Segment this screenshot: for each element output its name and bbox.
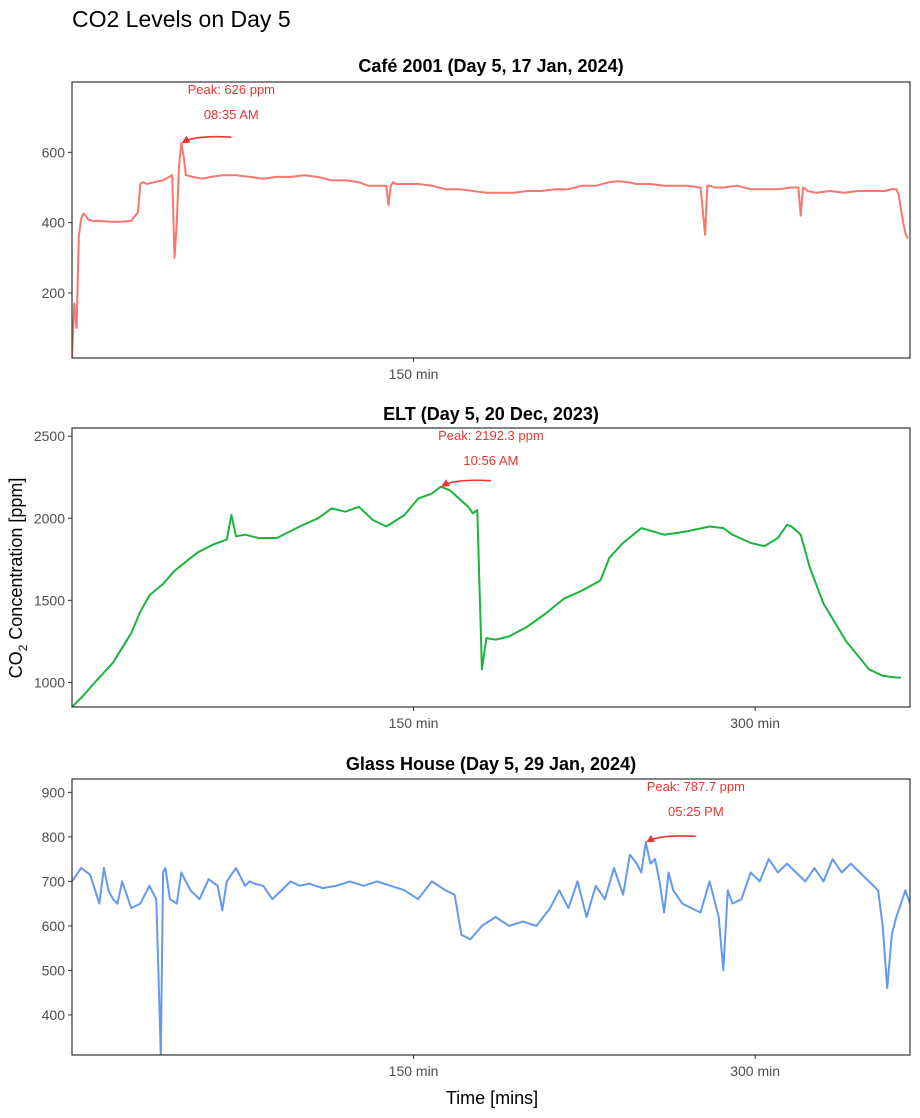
chart-title: CO2 Levels on Day 5 (72, 6, 291, 32)
x-axis-title: Time [mins] (446, 1088, 538, 1108)
y-tick-label: 400 (42, 215, 66, 231)
panel-title-cafe-2001: Café 2001 (Day 5, 17 Jan, 2024) (358, 56, 623, 76)
series-line-glass-house (72, 841, 910, 1055)
panel-glass-house: Glass House (Day 5, 29 Jan, 2024) 400 500 6… (42, 754, 911, 1079)
y-tick-label: 700 (42, 873, 66, 889)
y-tick-label: 1000 (34, 674, 65, 690)
peak-arrow (646, 834, 696, 843)
x-tick-label: 300 min (730, 1063, 780, 1079)
panel-elt: ELT (Day 5, 20 Dec, 2023) 1000 1500 2000 250… (34, 404, 911, 731)
panel-frame (71, 81, 911, 359)
y-tick-label: 200 (42, 285, 66, 301)
y-tick-label: 600 (42, 144, 66, 160)
peak-time-label: 08:35 AM (204, 107, 259, 122)
series-line-cafe-2001 (72, 142, 909, 358)
y-tick-label: 2000 (34, 510, 65, 526)
series-line-elt (72, 485, 901, 707)
peak-value-label: Peak: 2192.3 ppm (438, 428, 544, 443)
panel-title-glass-house: Glass House (Day 5, 29 Jan, 2024) (346, 754, 636, 774)
y-tick-label: 1500 (34, 592, 65, 608)
y-tick-label: 600 (42, 918, 66, 934)
panel-frame (71, 778, 911, 1056)
peak-value-label: Peak: 626 ppm (188, 82, 275, 97)
x-tick-label: 150 min (389, 366, 439, 382)
y-tick-label: 900 (42, 784, 66, 800)
y-tick-label: 2500 (34, 428, 65, 444)
x-tick-label: 150 min (389, 1063, 439, 1079)
peak-time-label: 05:25 PM (668, 804, 724, 819)
panel-frame (71, 427, 911, 708)
panel-cafe-2001: Café 2001 (Day 5, 17 Jan, 2024) 200 400 600… (42, 56, 911, 382)
peak-value-label: Peak: 787.7 ppm (647, 779, 745, 794)
peak-arrow (181, 135, 232, 144)
peak-arrow (441, 479, 491, 487)
y-tick-label: 800 (42, 829, 66, 845)
y-tick-label: 400 (42, 1007, 66, 1023)
peak-time-label: 10:56 AM (463, 453, 518, 468)
y-tick-label: 500 (42, 962, 66, 978)
panel-title-elt: ELT (Day 5, 20 Dec, 2023) (383, 404, 599, 424)
x-tick-label: 150 min (389, 715, 439, 731)
y-axis-title: CO2 Concentration [ppm] (6, 478, 30, 679)
x-tick-label: 300 min (730, 715, 780, 731)
